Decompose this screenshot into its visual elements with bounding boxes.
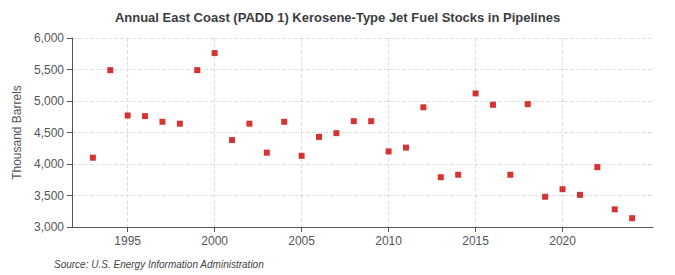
svg-text:6,000: 6,000 [34,31,64,45]
svg-text:2015: 2015 [462,234,489,248]
svg-text:4,000: 4,000 [34,157,64,171]
svg-text:2020: 2020 [549,234,576,248]
svg-text:Thousand Barrels: Thousand Barrels [10,85,24,180]
svg-text:1995: 1995 [114,234,141,248]
svg-text:3,000: 3,000 [34,220,64,234]
svg-text:4,500: 4,500 [34,126,64,140]
svg-text:3,500: 3,500 [34,189,64,203]
svg-text:2000: 2000 [201,234,228,248]
svg-text:5,000: 5,000 [34,94,64,108]
svg-text:Annual East Coast (PADD 1) Ker: Annual East Coast (PADD 1) Kerosene-Type… [115,10,560,25]
svg-text:Source: U.S. Energy Informatio: Source: U.S. Energy Information Administ… [54,259,264,270]
svg-text:2010: 2010 [375,234,402,248]
svg-text:5,500: 5,500 [34,63,64,77]
svg-text:2005: 2005 [288,234,315,248]
